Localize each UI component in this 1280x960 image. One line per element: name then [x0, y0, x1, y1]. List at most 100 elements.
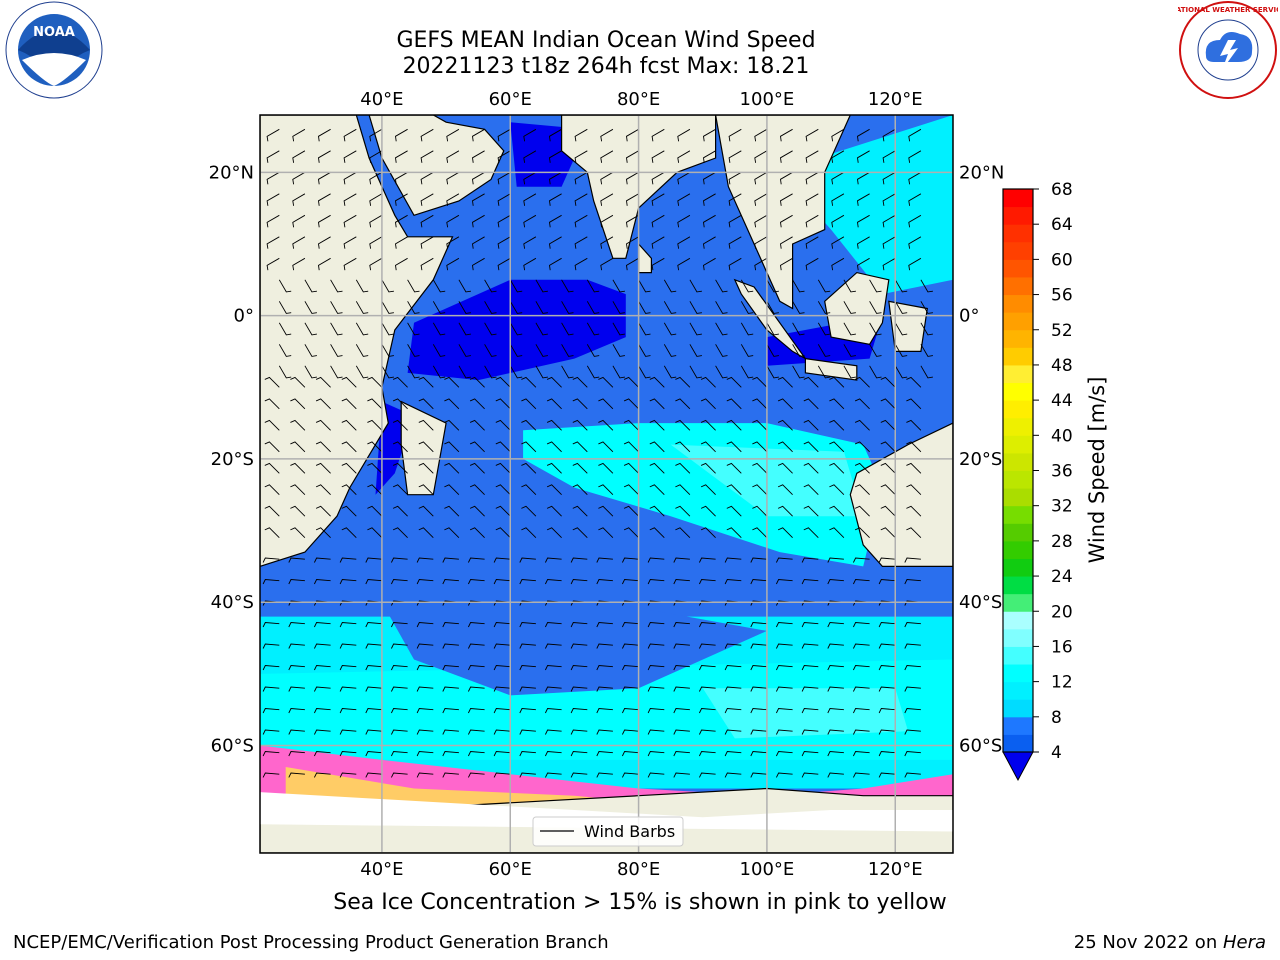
wind-barb	[292, 150, 306, 163]
wind-barb	[854, 398, 870, 410]
wind-barb	[341, 419, 357, 431]
wind-barb	[777, 441, 793, 453]
wind-barb	[472, 214, 485, 228]
wind-barb	[878, 557, 896, 563]
wind-barb	[418, 398, 434, 410]
wind-barb	[292, 236, 306, 249]
wind-barb	[904, 643, 921, 649]
wind-barb	[442, 579, 459, 585]
wind-barb	[472, 171, 485, 185]
wind-barb	[472, 150, 485, 163]
wind-barb	[703, 171, 716, 185]
wind-barb	[752, 527, 768, 539]
colorbar-tick-label: 8	[1051, 708, 1062, 728]
wind-barb	[549, 150, 562, 163]
footer-branch: NCEP/EMC/Verification Post Processing Pr…	[13, 932, 609, 953]
noaa-logo: NOAA	[5, 1, 103, 99]
lon-tick-label-bottom: 100°E	[740, 859, 795, 880]
wind-barb	[805, 171, 819, 185]
wind-barb	[852, 643, 870, 649]
wind-barb	[728, 128, 742, 142]
wind-barb	[519, 643, 536, 649]
wind-region-east-monsoon	[799, 115, 953, 295]
wind-barb	[304, 365, 317, 379]
wind-barb	[278, 301, 292, 314]
colorbar-bin	[1003, 611, 1033, 630]
wind-barb	[803, 505, 819, 517]
wind-barb	[262, 729, 280, 735]
colorbar-bin	[1003, 241, 1033, 260]
wind-barb	[390, 643, 408, 649]
wind-barb	[780, 193, 793, 206]
wind-barb	[777, 419, 793, 431]
wind-barb	[544, 772, 562, 778]
wind-barb	[728, 193, 742, 206]
wind-barb	[446, 257, 460, 271]
wind-barb	[444, 419, 460, 431]
wind-barb	[854, 376, 870, 388]
wind-barb	[572, 462, 588, 474]
wind-barb	[675, 419, 691, 431]
wind-barb	[469, 462, 485, 474]
wind-barb	[444, 484, 460, 496]
wind-barb	[700, 398, 716, 410]
wind-barb	[262, 665, 280, 671]
wind-barb	[817, 365, 831, 379]
wind-barb	[262, 622, 280, 628]
wind-barb	[365, 622, 382, 628]
wind-barb	[523, 150, 537, 163]
wind-barb	[467, 643, 485, 649]
wind-barb	[313, 729, 331, 735]
wind-barb	[469, 376, 485, 388]
wind-barb	[852, 579, 870, 585]
wind-barb	[416, 729, 434, 735]
wind-barb	[523, 193, 537, 206]
wind-barb	[675, 376, 691, 388]
wind-barb	[418, 441, 434, 453]
wind-barb	[432, 301, 446, 314]
wind-barb	[561, 344, 574, 357]
wind-barb	[920, 279, 933, 293]
lat-tick-label-right: 40°S	[959, 592, 1002, 613]
colorbar-bin	[1003, 435, 1033, 454]
wind-barb	[775, 686, 793, 692]
wind-barb	[367, 527, 383, 539]
colorbar-tick-label: 52	[1051, 321, 1073, 341]
lat-tick-label-left: 40°S	[211, 592, 254, 613]
wind-barb	[444, 441, 460, 453]
wind-barb	[908, 236, 922, 249]
wind-barb	[780, 214, 793, 228]
wind-barb	[313, 751, 331, 757]
legend-label: Wind Barbs	[584, 822, 675, 841]
wind-barb	[612, 279, 625, 293]
wind-barb	[777, 376, 793, 388]
wind-barb	[493, 708, 511, 714]
wind-barb	[561, 301, 574, 314]
wind-barb	[880, 398, 896, 410]
wind-barb	[803, 527, 819, 539]
wind-barb	[339, 665, 357, 671]
colorbar-bin	[1003, 417, 1033, 436]
wind-barb	[675, 505, 691, 517]
wind-barb	[904, 557, 921, 563]
wind-barb	[420, 128, 434, 142]
wind-barb	[740, 322, 754, 336]
wind-barb	[621, 751, 639, 757]
wind-barb	[469, 484, 485, 496]
wind-barb	[880, 484, 896, 496]
wind-barb	[262, 686, 280, 692]
colorbar-bin	[1003, 400, 1033, 419]
wind-barb	[698, 622, 716, 628]
wind-barb	[750, 665, 767, 671]
wind-barb	[381, 301, 394, 314]
wind-barb	[442, 665, 459, 671]
wind-barb	[766, 365, 779, 379]
wind-barb	[288, 622, 305, 628]
wind-barb	[904, 729, 921, 735]
lat-tick-label-right: 60°S	[959, 736, 1002, 757]
wind-barb	[318, 171, 331, 185]
wind-barb	[754, 150, 768, 163]
wind-barb	[724, 643, 742, 649]
wind-barb	[775, 579, 793, 585]
colorbar-bin	[1003, 558, 1033, 577]
